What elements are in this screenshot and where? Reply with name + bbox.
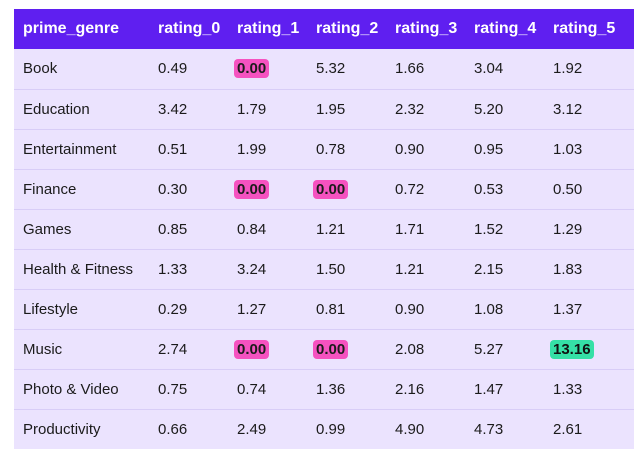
- rating-cell: 3.04: [474, 60, 504, 78]
- zero-highlight-badge: 0.00: [234, 179, 270, 199]
- genre-cell: Games: [14, 208, 158, 249]
- rating-cell: 1.21: [316, 208, 395, 249]
- rating-cell: 1.47: [474, 368, 553, 409]
- rating-cell: 1.66: [395, 60, 425, 78]
- zero-highlight-badge: 0.00: [234, 59, 270, 79]
- rating-cell: 3.12: [553, 88, 634, 129]
- rating-cell: 0.95: [474, 128, 553, 169]
- genre-cell: Education: [14, 88, 158, 129]
- rating-cell: 0.30: [158, 168, 237, 209]
- rating-cell: 1.33: [553, 368, 634, 409]
- rating-cell: 1.92: [553, 60, 583, 78]
- rating-cell: 1.95: [316, 88, 395, 129]
- ratings-table-container: prime_genre rating_0 rating_1 rating_2 r…: [14, 9, 634, 449]
- table-row: Games 0.85 0.84 1.21 1.71 1.52 1.29: [14, 208, 634, 249]
- rating-cell: 2.32: [395, 88, 474, 129]
- table-row: Book 0.49 0.00 5.32 1.66 3.04 1.92: [14, 49, 634, 89]
- rating-cell: 2.16: [395, 368, 474, 409]
- rating-cell: 1.29: [553, 208, 634, 249]
- table-row: Photo & Video 0.75 0.74 1.36 2.16 1.47 1.33: [14, 368, 634, 409]
- rating-cell: 0.84: [237, 208, 316, 249]
- rating-cell: 1.79: [237, 88, 316, 129]
- rating-cell: 1.83: [553, 248, 634, 289]
- genre-cell: Health & Fitness: [14, 248, 158, 289]
- ratings-table: prime_genre rating_0 rating_1 rating_2 r…: [14, 9, 634, 449]
- column-header-rating-5: rating_5: [553, 20, 616, 37]
- rating-cell: 0.74: [237, 368, 316, 409]
- rating-cell: 2.74: [158, 328, 237, 369]
- rating-cell: 2.49: [237, 408, 316, 449]
- genre-cell: Entertainment: [14, 128, 158, 169]
- table-row: Productivity 0.66 2.49 0.99 4.90 4.73 2.61: [14, 408, 634, 449]
- genre-cell: Lifestyle: [14, 288, 158, 329]
- column-header-rating-3: rating_3: [395, 20, 458, 37]
- max-highlight-badge: 13.16: [550, 339, 594, 359]
- column-header-prime-genre: prime_genre: [23, 20, 120, 37]
- rating-cell: 1.36: [316, 368, 395, 409]
- rating-cell: 2.08: [395, 328, 474, 369]
- rating-cell: 1.37: [553, 288, 634, 329]
- column-header-rating-1: rating_1: [237, 20, 300, 37]
- rating-cell: 0.90: [395, 288, 474, 329]
- rating-cell: 0.85: [158, 208, 237, 249]
- rating-cell: 2.61: [553, 408, 634, 449]
- rating-cell: 0.75: [158, 368, 237, 409]
- table-row: Music 2.74 0.00 0.00 2.08 5.27 13.16: [14, 328, 634, 369]
- genre-cell: Finance: [14, 168, 158, 209]
- table-row: Education 3.42 1.79 1.95 2.32 5.20 3.12: [14, 88, 634, 129]
- rating-cell: 3.24: [237, 248, 316, 289]
- rating-cell: 1.21: [395, 248, 474, 289]
- zero-highlight-badge: 0.00: [313, 179, 349, 199]
- rating-cell: 0.00: [313, 328, 395, 369]
- rating-cell: 0.78: [316, 128, 395, 169]
- rating-cell: 1.08: [474, 288, 553, 329]
- rating-cell: 3.42: [158, 88, 237, 129]
- rating-cell: 0.50: [553, 168, 634, 209]
- rating-cell: 1.99: [237, 128, 316, 169]
- table-row: Lifestyle 0.29 1.27 0.81 0.90 1.08 1.37: [14, 288, 634, 329]
- rating-cell: 1.52: [474, 208, 553, 249]
- column-header-rating-4: rating_4: [474, 20, 537, 37]
- table-row: Entertainment 0.51 1.99 0.78 0.90 0.95 1.03: [14, 128, 634, 169]
- rating-cell: 0.29: [158, 288, 237, 329]
- rating-cell: 0.53: [474, 168, 553, 209]
- genre-cell: Music: [14, 328, 158, 369]
- rating-cell: 4.73: [474, 408, 553, 449]
- rating-cell: 0.66: [158, 408, 237, 449]
- rating-cell: 0.51: [158, 128, 237, 169]
- table-row: Finance 0.30 0.00 0.00 0.72 0.53 0.50: [14, 168, 634, 209]
- rating-cell: 0.90: [395, 128, 474, 169]
- rating-cell: 5.20: [474, 88, 553, 129]
- rating-cell: 0.72: [395, 168, 474, 209]
- genre-cell: Productivity: [14, 408, 158, 449]
- table-row: Health & Fitness 1.33 3.24 1.50 1.21 2.15 1.83: [14, 248, 634, 289]
- rating-cell: 0.49: [158, 60, 188, 78]
- zero-highlight-badge: 0.00: [313, 339, 349, 359]
- rating-cell: 0.00: [234, 49, 316, 89]
- rating-cell: 0.00: [234, 168, 316, 209]
- genre-cell: Photo & Video: [14, 368, 158, 409]
- rating-cell: 0.99: [316, 408, 395, 449]
- rating-cell: 1.27: [237, 288, 316, 329]
- rating-cell: 13.16: [550, 328, 634, 369]
- rating-cell: 5.32: [316, 60, 346, 78]
- rating-cell: 0.81: [316, 288, 395, 329]
- rating-cell: 0.00: [313, 168, 395, 209]
- rating-cell: 5.27: [474, 328, 553, 369]
- table-header-row: prime_genre rating_0 rating_1 rating_2 r…: [14, 9, 634, 49]
- rating-cell: 0.00: [234, 328, 316, 369]
- column-header-rating-0: rating_0: [158, 20, 221, 37]
- column-header-rating-2: rating_2: [316, 20, 379, 37]
- table-body: Book 0.49 0.00 5.32 1.66 3.04 1.92 Education 3.4…: [14, 49, 634, 449]
- rating-cell: 1.03: [553, 128, 634, 169]
- zero-highlight-badge: 0.00: [234, 339, 270, 359]
- rating-cell: 1.50: [316, 248, 395, 289]
- rating-cell: 2.15: [474, 248, 553, 289]
- rating-cell: 4.90: [395, 408, 474, 449]
- rating-cell: 1.71: [395, 208, 474, 249]
- genre-cell: Book: [23, 60, 58, 78]
- rating-cell: 1.33: [158, 248, 237, 289]
